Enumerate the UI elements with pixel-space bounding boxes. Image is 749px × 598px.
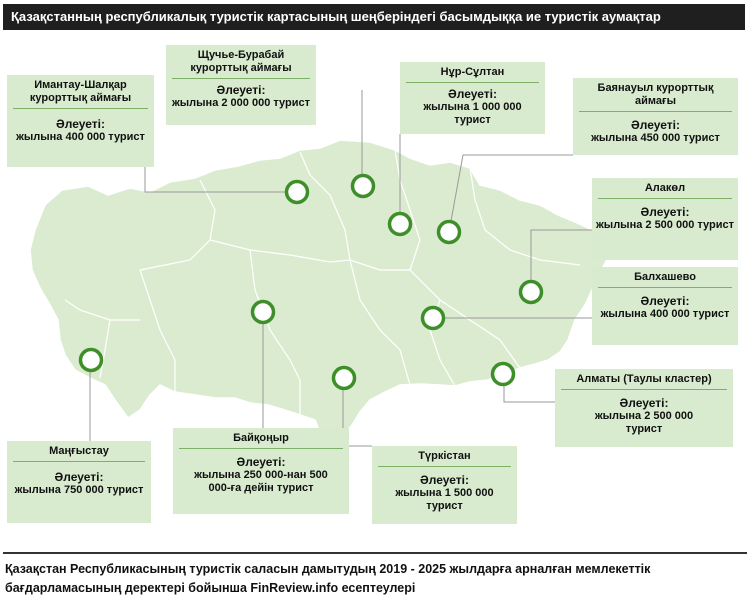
- map-marker-almaty[interactable]: [490, 361, 516, 387]
- potential-value: жылына 450 000 турист: [591, 132, 720, 144]
- info-box-mangystau: Маңғыстау Әлеуеті: жылына 750 000 турист: [7, 441, 151, 523]
- region-name: Баянауыл курорттық аймағы: [579, 78, 732, 112]
- potential-label: Әлеуеті:: [236, 455, 286, 469]
- region-name: Щучье-Бурабай курорттық аймағы: [172, 45, 310, 79]
- region-name: Байқоңыр: [179, 428, 343, 449]
- region-name: Алматы (Таулы кластер): [561, 369, 727, 390]
- potential-label: Әлеуеті:: [56, 117, 105, 131]
- potential-label: Әлеуеті:: [631, 118, 680, 132]
- region-name: Балхашево: [598, 267, 732, 288]
- map-marker-balkhash[interactable]: [420, 305, 446, 331]
- info-box-burabay: Щучье-Бурабай курорттық аймағы Әлеуеті: …: [166, 45, 316, 125]
- potential-label: Әлеуеті:: [619, 396, 669, 410]
- potential-label: Әлеуеті:: [640, 294, 690, 308]
- info-box-bayanaul: Баянауыл курорттық аймағы Әлеуеті: жылын…: [573, 78, 738, 155]
- region-name: Алакөл: [598, 178, 732, 199]
- potential-label: Әлеуеті:: [54, 470, 104, 484]
- potential-value: жылына 2 000 000 турист: [171, 97, 310, 109]
- region-name: Нұр-Сұлтан: [406, 62, 539, 83]
- map-marker-nur-sultan[interactable]: [387, 211, 413, 237]
- potential-value: жылына 1 500 000 турист: [395, 487, 494, 512]
- region-name: Түркістан: [378, 446, 511, 467]
- potential-label: Әлеуеті:: [448, 87, 497, 101]
- potential-value: жылына 2 500 000 турист: [594, 410, 694, 435]
- region-borders: [64, 149, 581, 415]
- potential-label: Әлеуеті:: [420, 473, 469, 487]
- region-name: Маңғыстау: [13, 441, 145, 462]
- potential-label: Әлеуеті:: [640, 205, 690, 219]
- info-box-almaty: Алматы (Таулы кластер) Әлеуеті: жылына 2…: [555, 369, 733, 447]
- info-box-imantau: Имантау-Шалқар курорттық аймағы Әлеуеті:…: [7, 75, 154, 167]
- info-box-baikonur: Байқоңыр Әлеуеті: жылына 250 000-нан 500…: [173, 428, 349, 514]
- potential-label: Әлеуеті:: [216, 83, 266, 97]
- info-box-balkhash: Балхашево Әлеуеті: жылына 400 000 турист: [592, 267, 738, 345]
- footer-divider: [3, 552, 747, 554]
- potential-value: жылына 400 000 турист: [16, 131, 145, 143]
- potential-value: жылына 250 000-нан 500 000-ға дейін тури…: [194, 469, 328, 494]
- info-box-turkistan: Түркістан Әлеуеті: жылына 1 500 000 тури…: [372, 446, 517, 524]
- page-title: Қазақстанның республикалық туристік карт…: [3, 4, 745, 30]
- potential-value: жылына 2 500 000 турист: [596, 219, 735, 231]
- info-box-alakol: Алакөл Әлеуеті: жылына 2 500 000 турист: [592, 178, 738, 260]
- map-marker-alakol[interactable]: [518, 279, 544, 305]
- map-marker-bayanaul[interactable]: [436, 219, 462, 245]
- map-marker-mangystau[interactable]: [78, 347, 104, 373]
- potential-value: жылына 400 000 турист: [600, 308, 730, 320]
- potential-value: жылына 750 000 турист: [14, 484, 144, 496]
- map-marker-baikonur[interactable]: [250, 299, 276, 325]
- source-note: Қазақстан Республикасының туристік салас…: [5, 562, 651, 595]
- map-marker-burabay[interactable]: [350, 173, 376, 199]
- map-marker-imantau[interactable]: [284, 179, 310, 205]
- info-box-nur-sultan: Нұр-Сұлтан Әлеуеті: жылына 1 000 000 тур…: [400, 62, 545, 134]
- potential-value: жылына 1 000 000 турист: [423, 101, 522, 126]
- map-marker-turkistan[interactable]: [331, 365, 357, 391]
- region-name: Имантау-Шалқар курорттық аймағы: [13, 75, 148, 109]
